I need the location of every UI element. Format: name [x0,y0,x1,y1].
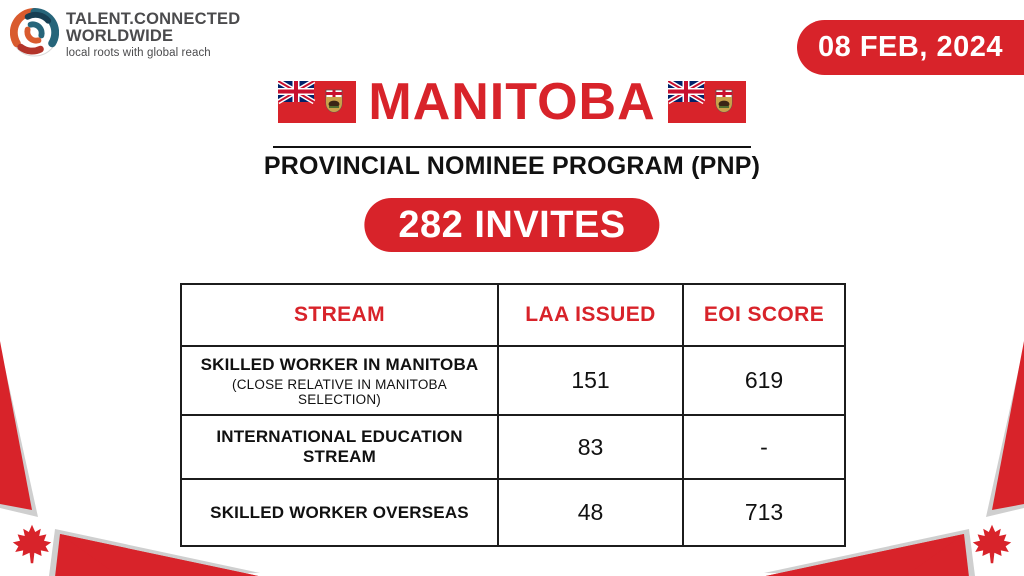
table-row: INTERNATIONAL EDUCATION STREAM 83 - [180,414,846,480]
bottom-left-ribbon [0,341,260,576]
program-subtitle: PROVINCIAL NOMINEE PROGRAM (PNP) [263,152,761,180]
date-badge-label: 08 FEB, 2024 [818,31,1003,63]
table-header: STREAM LAA ISSUED EOI SCORE [180,283,846,347]
bottom-right-ribbon [764,341,1024,576]
brand-name-line1: TALENT.CONNECTED [66,10,241,28]
table-row: SKILLED WORKER IN MANITOBA (CLOSE RELATI… [180,345,846,416]
maple-leaf-icon [972,524,1012,564]
stream-name: SKILLED WORKER IN MANITOBA [200,354,479,374]
column-header-laa-issued: LAA ISSUED [497,283,684,347]
maple-leaf-icon [12,524,52,564]
manitoba-flag-icon [278,81,357,123]
manitoba-shield [325,89,343,113]
brand-text: TALENT.CONNECTED WORLDWIDE local roots w… [66,8,240,59]
stream-name: SKILLED WORKER OVERSEAS [210,502,469,522]
brand-tagline: local roots with global reach [66,47,211,59]
manitoba-flag-icon [667,81,746,123]
invites-badge-label: 282 INVITES [398,203,626,246]
stream-note: (CLOSE RELATIVE IN MANITOBA SELECTION) [232,376,447,407]
brand-name-line2: WORLDWIDE [66,26,174,45]
table-row: SKILLED WORKER OVERSEAS 48 713 [180,478,846,547]
stream-cell: SKILLED WORKER OVERSEAS [180,478,499,547]
draw-results-table: STREAM LAA ISSUED EOI SCORE SKILLED WORK… [180,283,846,547]
province-title: MANITOBA [368,73,656,131]
union-jack-canton [278,81,316,105]
brand-logo: TALENT.CONNECTED WORLDWIDE local roots w… [10,8,240,59]
eoi-score-cell: 619 [682,345,846,416]
eoi-score-cell: - [682,414,846,480]
column-header-stream: STREAM [180,283,499,347]
column-header-eoi-score: EOI SCORE [682,283,846,347]
title-divider [273,146,751,148]
title-row: MANITOBA [0,76,1024,128]
laa-issued-cell: 151 [497,345,684,416]
laa-issued-cell: 83 [497,414,684,480]
invites-badge: 282 INVITES [364,198,660,252]
laa-issued-cell: 48 [497,478,684,547]
table-header-row: STREAM LAA ISSUED EOI SCORE [180,283,846,347]
stream-name: INTERNATIONAL EDUCATION STREAM [216,427,463,466]
date-badge: 08 FEB, 2024 [797,20,1024,75]
stream-cell: INTERNATIONAL EDUCATION STREAM [180,414,499,480]
eoi-score-cell: 713 [682,478,846,547]
stream-cell: SKILLED WORKER IN MANITOBA (CLOSE RELATI… [180,345,499,416]
brand-logo-icon [10,8,59,57]
